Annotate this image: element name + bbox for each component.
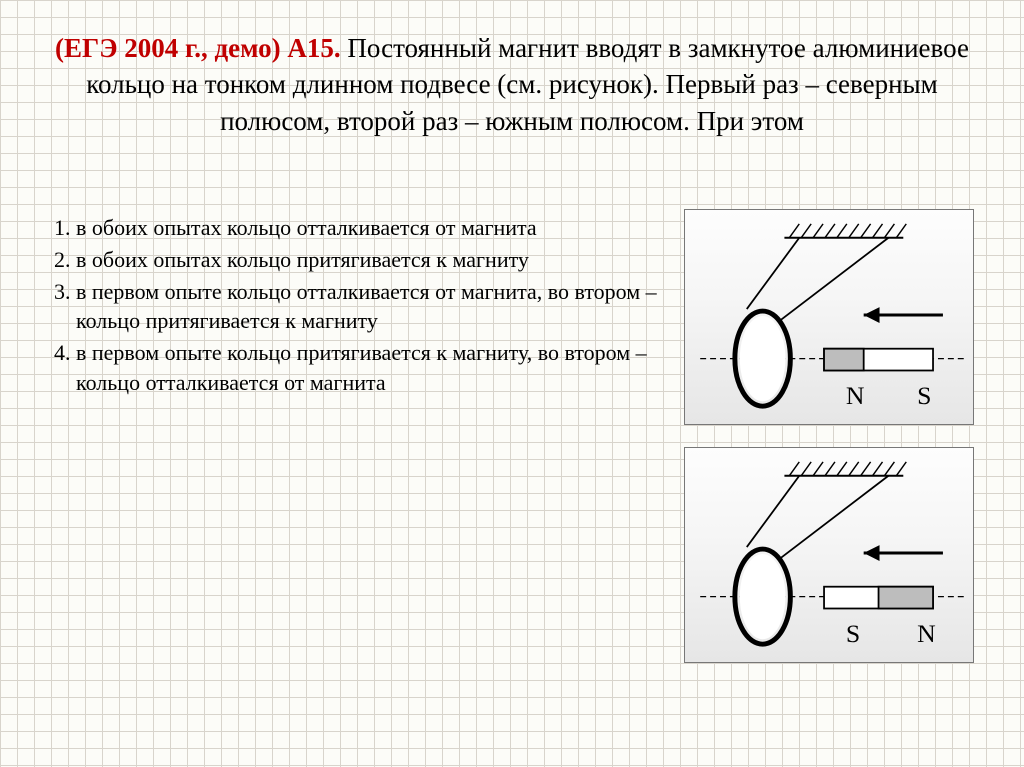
bottom-right-pole-label: N (917, 619, 936, 648)
body-row: в обоих опытах кольцо отталкивается от м… (40, 209, 984, 663)
option-2: в обоих опытах кольцо притягивается к ма… (76, 245, 660, 275)
top-left-pole-label: N (846, 381, 865, 410)
bottom-left-pole-label: S (846, 619, 860, 648)
figure-panel-top: N S (684, 209, 974, 425)
question-title: (ЕГЭ 2004 г., демо) А15. Постоянный магн… (40, 30, 984, 139)
slide-content: (ЕГЭ 2004 г., демо) А15. Постоянный магн… (0, 0, 1024, 693)
figure-column: N S (684, 209, 984, 663)
option-3: в первом опыте кольцо отталкивается от м… (76, 277, 660, 336)
diagram-bottom: S N (685, 448, 973, 662)
top-right-pole-label: S (917, 381, 931, 410)
option-4: в первом опыте кольцо притягивается к ма… (76, 338, 660, 397)
option-1: в обоих опытах кольцо отталкивается от м… (76, 213, 660, 243)
diagram-top: N S (685, 210, 973, 424)
title-source-prefix: (ЕГЭ 2004 г., демо) А15. (55, 33, 341, 63)
answer-options: в обоих опытах кольцо отталкивается от м… (40, 209, 660, 399)
figure-panel-bottom: S N (684, 447, 974, 663)
